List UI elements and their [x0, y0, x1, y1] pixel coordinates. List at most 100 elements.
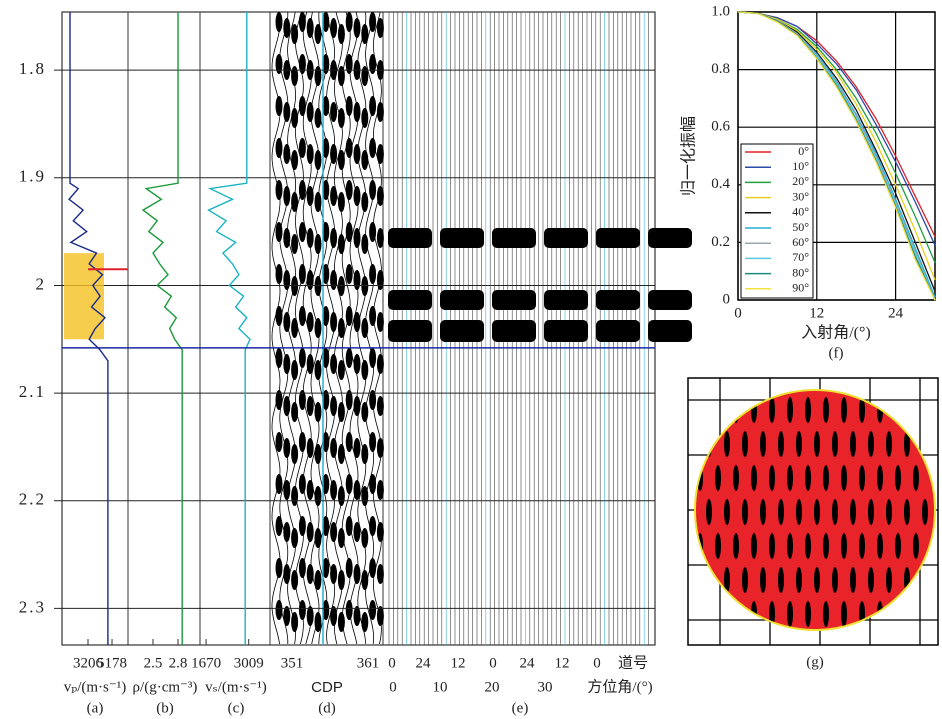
fracture — [823, 533, 829, 559]
trace-lobe — [306, 564, 314, 584]
trace-lobe — [361, 108, 369, 128]
x-tick-label: 5178 — [97, 655, 127, 671]
trace-lobe — [283, 270, 291, 290]
trace-lobe — [291, 444, 299, 464]
trace-lobe — [361, 192, 369, 212]
trace-tick-label: 0 — [388, 655, 396, 671]
trace-lobe — [337, 192, 345, 212]
trace-tick-label: 12 — [451, 655, 466, 671]
x-tick-label: 351 — [281, 655, 304, 671]
trace-lobe — [322, 390, 330, 410]
trace-lobe — [330, 18, 338, 38]
trace-lobe — [345, 558, 353, 578]
trace-lobe — [291, 66, 299, 86]
x-axis-label: CDP — [311, 679, 343, 696]
x-axis-label: 入射角/(°) — [801, 324, 871, 342]
trace-lobe — [291, 528, 299, 548]
trace-lobe — [376, 438, 384, 458]
fracture — [733, 533, 739, 559]
x-tick-label: 12 — [809, 305, 824, 321]
trace-lobe — [275, 264, 283, 284]
trace-lobe — [298, 558, 306, 578]
fracture — [787, 533, 793, 559]
trace-lobe — [322, 222, 330, 242]
fracture — [742, 567, 748, 593]
trace-lobe — [369, 54, 377, 74]
fracture — [850, 431, 856, 457]
trace-lobe — [298, 600, 306, 620]
trace-lobe — [376, 522, 384, 542]
fracture — [724, 499, 730, 525]
trace-lobe — [353, 228, 361, 248]
trace-lobe — [353, 312, 361, 332]
trace-lobe — [291, 402, 299, 422]
trace-lobe — [369, 12, 377, 32]
trace-lobe — [306, 228, 314, 248]
fracture — [814, 567, 820, 593]
trace-lobe — [306, 354, 314, 374]
trace-lobe — [353, 564, 361, 584]
trace-lobe — [330, 312, 338, 332]
trace-lobe — [322, 96, 330, 116]
fracture — [877, 533, 883, 559]
fracture — [904, 431, 910, 457]
trace-lobe — [306, 480, 314, 500]
trace-lobe — [337, 570, 345, 590]
y-tick-label: 1.8 — [19, 59, 46, 78]
trace-lobe — [275, 390, 283, 410]
trace-lobe — [291, 234, 299, 254]
fracture — [814, 499, 820, 525]
trace-lobe — [337, 486, 345, 506]
trace-lobe — [291, 276, 299, 296]
trace-lobe — [376, 396, 384, 416]
trace-lobe — [322, 600, 330, 620]
trace-lobe — [291, 318, 299, 338]
trace-lobe — [291, 192, 299, 212]
gather-event — [492, 320, 536, 342]
trace-lobe — [369, 558, 377, 578]
legend-label: 20° — [792, 174, 809, 188]
trace-lobe — [345, 222, 353, 242]
trace-axis-label: 道号 — [618, 654, 648, 671]
trace-lobe — [353, 186, 361, 206]
fracture — [742, 431, 748, 457]
trace-lobe — [322, 516, 330, 536]
seismic-area — [271, 11, 692, 645]
x-tick-label: 24 — [888, 305, 904, 321]
legend-label: 70° — [792, 250, 809, 264]
y-tick-label: 2.2 — [19, 490, 46, 509]
fracture — [841, 601, 847, 627]
trace-lobe — [298, 516, 306, 536]
seismic-trace — [341, 11, 351, 645]
fracture — [895, 465, 901, 491]
gather-event — [388, 320, 432, 342]
trace-lobe — [361, 444, 369, 464]
trace-lobe — [298, 54, 306, 74]
trace-lobe — [330, 186, 338, 206]
fracture — [850, 499, 856, 525]
fracture — [913, 533, 919, 559]
trace-lobe — [361, 528, 369, 548]
x-axis-label: ρ/(g·cm⁻³) — [133, 679, 198, 695]
azimuth-tick-label: 0 — [389, 679, 397, 695]
trace-lobe — [330, 144, 338, 164]
trace-lobe — [376, 354, 384, 374]
trace-lobe — [337, 150, 345, 170]
plot-frame — [737, 11, 936, 301]
trace-lobe — [314, 24, 322, 44]
trace-lobe — [291, 150, 299, 170]
fracture — [778, 431, 784, 457]
trace-lobe — [337, 318, 345, 338]
trace-lobe — [314, 528, 322, 548]
trace-lobe — [337, 276, 345, 296]
fracture — [841, 533, 847, 559]
trace-lobe — [298, 96, 306, 116]
log-curve — [141, 12, 183, 645]
trace-lobe — [275, 138, 283, 158]
trace-lobe — [322, 558, 330, 578]
fracture — [796, 431, 802, 457]
fracture — [886, 431, 892, 457]
legend-label: 60° — [792, 235, 809, 249]
trace-lobe — [345, 432, 353, 452]
